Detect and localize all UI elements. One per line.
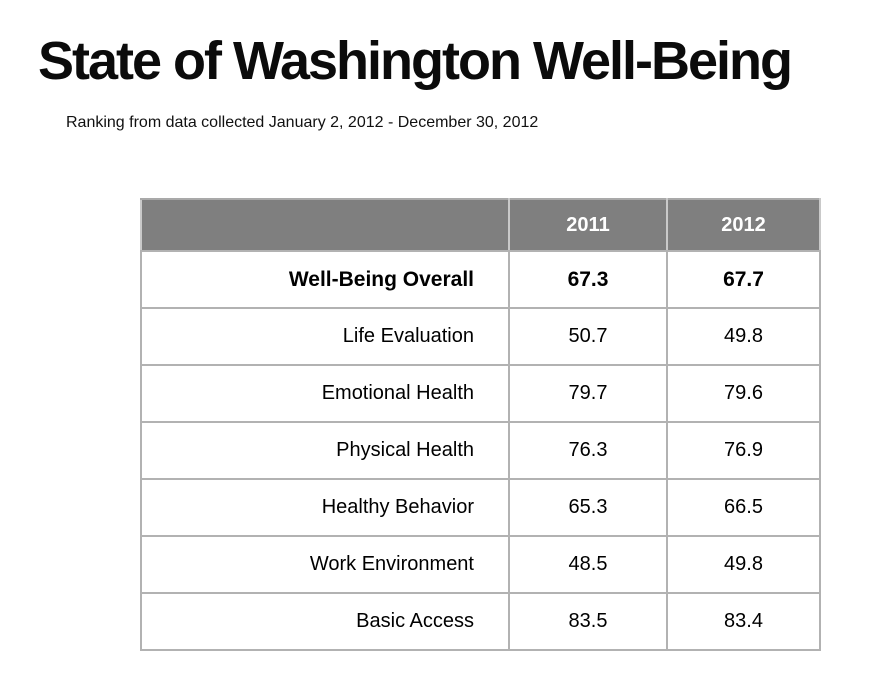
wellbeing-table: 2011 2012 Well-Being Overall 67.3 67.7 L… — [140, 198, 821, 651]
value-2012: 49.8 — [666, 307, 821, 366]
table-row-life-evaluation: Life Evaluation 50.7 49.8 — [140, 307, 821, 366]
value-2012: 76.9 — [666, 421, 821, 480]
value-2011: 48.5 — [508, 535, 668, 594]
value-2011: 79.7 — [508, 364, 668, 423]
value-2011: 67.3 — [508, 250, 668, 309]
header-cell-2011: 2011 — [508, 198, 668, 252]
value-2012: 67.7 — [666, 250, 821, 309]
value-2011: 65.3 — [508, 478, 668, 537]
page-subtitle: Ranking from data collected January 2, 2… — [66, 114, 539, 131]
header-cell-2012: 2012 — [666, 198, 821, 252]
header-cell-empty — [140, 198, 510, 252]
value-2011: 83.5 — [508, 592, 668, 651]
row-label: Well-Being Overall — [140, 250, 510, 309]
row-label: Physical Health — [140, 421, 510, 480]
table-body: Well-Being Overall 67.3 67.7 Life Evalua… — [140, 250, 821, 651]
wellbeing-table-container: 2011 2012 Well-Being Overall 67.3 67.7 L… — [140, 198, 821, 651]
table-row-overall: Well-Being Overall 67.3 67.7 — [140, 250, 821, 309]
table-row-work-environment: Work Environment 48.5 49.8 — [140, 535, 821, 594]
table-row-physical-health: Physical Health 76.3 76.9 — [140, 421, 821, 480]
row-label: Emotional Health — [140, 364, 510, 423]
page-title: State of Washington Well-Being — [38, 31, 793, 91]
header-row: 2011 2012 — [140, 198, 821, 252]
row-label: Basic Access — [140, 592, 510, 651]
value-2012: 83.4 — [666, 592, 821, 651]
table-row-basic-access: Basic Access 83.5 83.4 — [140, 592, 821, 651]
table-row-emotional-health: Emotional Health 79.7 79.6 — [140, 364, 821, 423]
table-header: 2011 2012 — [140, 198, 821, 252]
value-2012: 79.6 — [666, 364, 821, 423]
value-2012: 66.5 — [666, 478, 821, 537]
row-label: Healthy Behavior — [140, 478, 510, 537]
value-2011: 50.7 — [508, 307, 668, 366]
row-label: Life Evaluation — [140, 307, 510, 366]
value-2011: 76.3 — [508, 421, 668, 480]
row-label: Work Environment — [140, 535, 510, 594]
value-2012: 49.8 — [666, 535, 821, 594]
table-row-healthy-behavior: Healthy Behavior 65.3 66.5 — [140, 478, 821, 537]
